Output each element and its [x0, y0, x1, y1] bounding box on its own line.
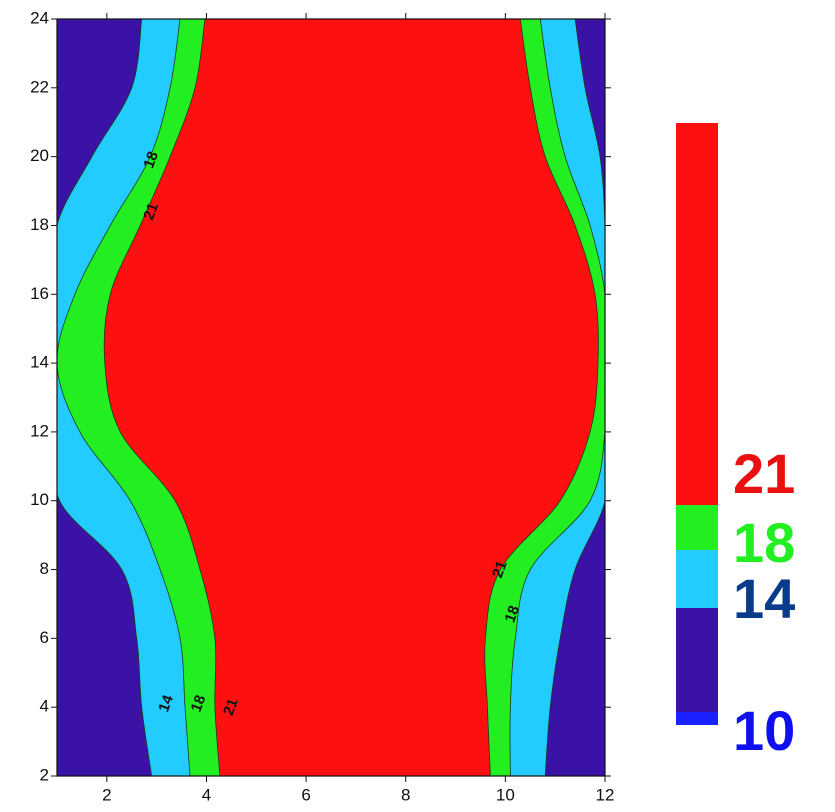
- plot-frame: [56, 18, 606, 777]
- contour-label: 21: [220, 696, 242, 717]
- colorbar-segment: [676, 712, 718, 725]
- contour-line: [103, 19, 221, 776]
- y-tick-label: 6: [40, 628, 49, 647]
- y-tick-label: 24: [30, 8, 49, 27]
- y-tick-label: 4: [40, 697, 49, 716]
- y-tick-label: 16: [30, 284, 49, 303]
- x-tick-label: 4: [202, 785, 211, 804]
- colorbar-segment: [676, 505, 718, 550]
- contour-label: 21: [140, 201, 162, 222]
- contour-line: [509, 19, 605, 776]
- y-tick-label: 2: [40, 765, 49, 784]
- colorbar-label: 10: [733, 699, 795, 762]
- y-tick-label: 20: [30, 146, 49, 165]
- contour-line: [57, 19, 191, 776]
- contour-label: 21: [489, 559, 511, 580]
- y-tick-label: 18: [30, 215, 49, 234]
- colorbar-label: 21: [733, 442, 795, 505]
- contour-line: [57, 19, 153, 776]
- contour-label: 18: [140, 149, 162, 170]
- x-tick-label: 6: [301, 785, 310, 804]
- y-tick-label: 22: [30, 77, 49, 96]
- y-tick-label: 14: [30, 353, 49, 372]
- x-tick-label: 10: [496, 785, 515, 804]
- colorbar-segment: [676, 123, 718, 505]
- colorbar-label: 18: [733, 511, 795, 574]
- contour-label: 14: [155, 692, 177, 714]
- y-tick-label: 8: [40, 559, 49, 578]
- contour-line: [484, 19, 599, 776]
- colorbar-segment: [676, 550, 718, 608]
- y-tick-label: 10: [30, 490, 49, 509]
- x-tick-label: 8: [401, 785, 410, 804]
- plot-area: 18 21 21 18 14 18 21: [57, 19, 605, 776]
- y-tick-label: 12: [30, 421, 49, 440]
- x-tick-label: 2: [102, 785, 111, 804]
- colorbar-label: 14: [733, 567, 795, 630]
- contour-label: 18: [501, 603, 523, 624]
- contour-label: 18: [188, 693, 210, 714]
- contour-line: [544, 19, 605, 776]
- region-fill: [104, 19, 599, 776]
- x-tick-label: 12: [596, 785, 615, 804]
- colorbar-segment: [676, 608, 718, 712]
